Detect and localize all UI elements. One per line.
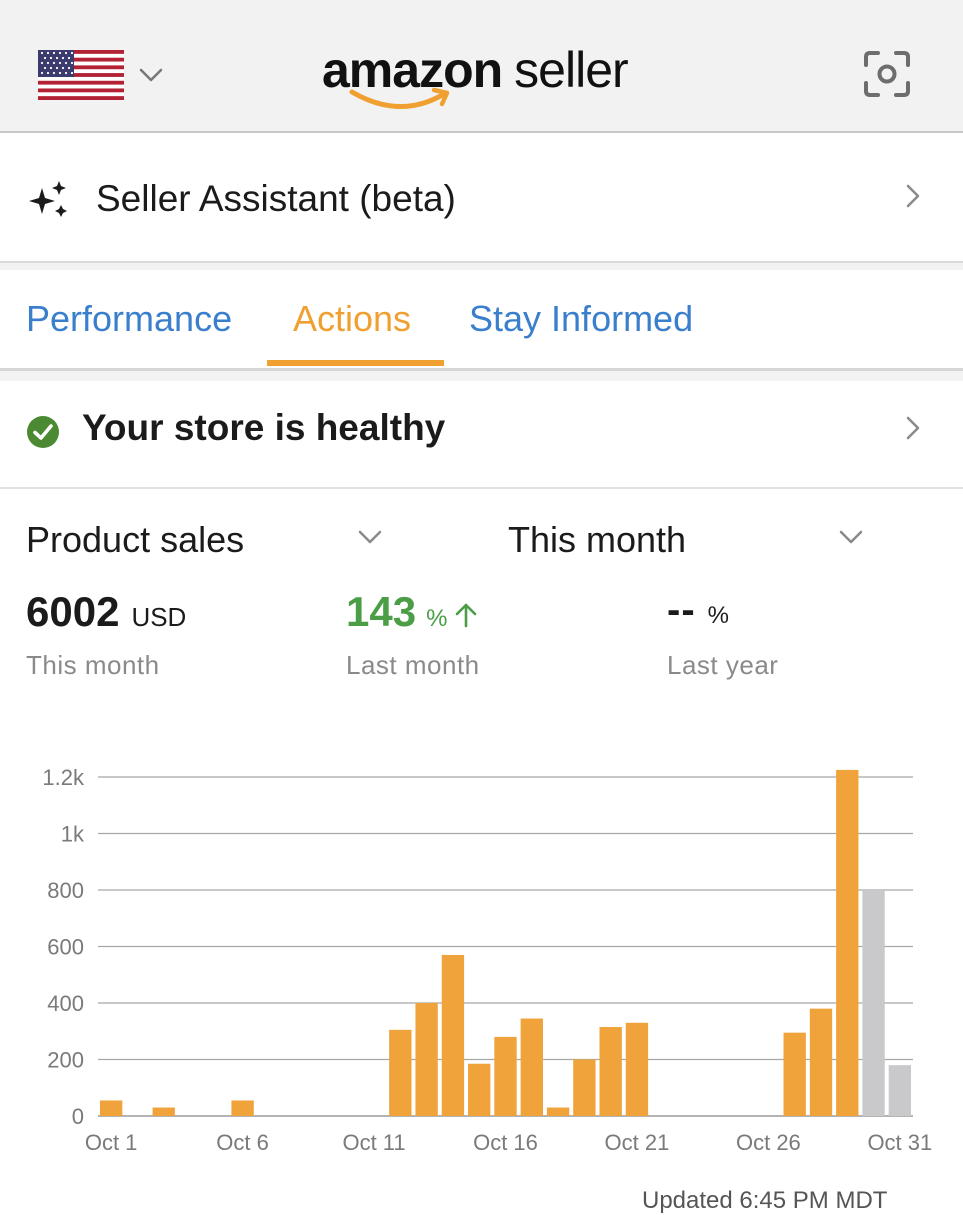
- bar[interactable]: [599, 1027, 622, 1116]
- x-tick-label: Oct 6: [216, 1130, 269, 1155]
- store-health-row[interactable]: [0, 381, 963, 489]
- metric-dropdown[interactable]: Product sales: [0, 505, 400, 575]
- y-tick-label: 600: [47, 935, 84, 960]
- stat-vs-last-month: 143 % Last month: [346, 588, 480, 681]
- metric-dropdown-value: Product sales: [26, 519, 245, 560]
- tab-stay-informed[interactable]: Stay Informed: [469, 298, 694, 339]
- x-tick-label: Oct 1: [85, 1130, 138, 1155]
- stat-label: Last month: [346, 650, 480, 680]
- camera-scan-icon[interactable]: [863, 50, 911, 98]
- stat-value: 143: [346, 588, 417, 635]
- bar-projected[interactable]: [888, 1065, 912, 1116]
- bar[interactable]: [809, 1008, 833, 1116]
- stat-unit: %: [707, 602, 729, 629]
- stat-value: --: [667, 588, 696, 632]
- bar[interactable]: [152, 1107, 175, 1116]
- y-tick-label: 800: [47, 878, 84, 903]
- seller-assistant-label: Seller Assistant (beta): [96, 178, 456, 219]
- seller-assistant-row[interactable]: [0, 133, 963, 263]
- x-tick-label: Oct 16: [473, 1130, 538, 1155]
- x-tick-label: Oct 21: [605, 1130, 670, 1155]
- stat-unit: USD: [131, 602, 187, 632]
- tab-actions[interactable]: Actions: [293, 298, 412, 339]
- store-health-label: Your store is healthy: [82, 407, 446, 448]
- period-dropdown-value: This month: [508, 519, 687, 560]
- country-selector[interactable]: [38, 50, 164, 100]
- bar[interactable]: [836, 769, 859, 1116]
- bar[interactable]: [468, 1063, 491, 1116]
- y-tick-label: 1k: [61, 822, 85, 847]
- x-tick-label: Oct 26: [736, 1130, 801, 1155]
- chevron-down-icon: [139, 68, 163, 82]
- tab-bar: Performance Actions Stay Informed: [0, 270, 963, 371]
- arrow-up-icon: [456, 603, 477, 628]
- section-divider: [0, 263, 963, 270]
- y-tick-label: 400: [47, 991, 84, 1016]
- chevron-right-icon: [906, 416, 920, 440]
- us-flag-icon: [38, 50, 124, 100]
- amazon-smile-icon: [349, 87, 450, 109]
- app-header: amazon seller: [0, 0, 963, 133]
- bar[interactable]: [546, 1107, 570, 1116]
- y-tick-label: 1.2k: [42, 765, 85, 790]
- bar[interactable]: [520, 1018, 543, 1116]
- period-dropdown[interactable]: This month: [480, 505, 880, 575]
- chevron-right-icon: [906, 184, 920, 208]
- stat-vs-last-year: -- % Last year: [667, 588, 778, 681]
- active-tab-indicator: [267, 360, 444, 366]
- chevron-down-icon: [839, 530, 863, 544]
- stat-value: 6002: [26, 588, 120, 635]
- bar[interactable]: [441, 954, 465, 1116]
- section-divider: [0, 371, 963, 381]
- stat-label: This month: [26, 650, 160, 680]
- bar[interactable]: [389, 1029, 412, 1116]
- logo-product-text: seller: [514, 42, 628, 98]
- x-tick-label: Oct 31: [867, 1130, 932, 1155]
- y-tick-label: 200: [47, 1048, 84, 1073]
- stat-unit: %: [426, 605, 448, 632]
- bar[interactable]: [783, 1032, 806, 1116]
- bar[interactable]: [494, 1036, 517, 1116]
- bar[interactable]: [625, 1022, 649, 1116]
- bar[interactable]: [231, 1100, 254, 1116]
- tab-performance[interactable]: Performance: [26, 298, 233, 339]
- stat-label: Last year: [667, 650, 779, 680]
- y-tick-label: 0: [72, 1104, 84, 1129]
- amazon-seller-logo: amazon seller: [322, 42, 642, 114]
- bar[interactable]: [573, 1059, 596, 1117]
- last-updated-text: Updated 6:45 PM MDT: [642, 1187, 888, 1214]
- logo-brand-text: amazon: [322, 42, 503, 98]
- sparkle-icon: [29, 181, 67, 217]
- bar[interactable]: [99, 1100, 123, 1116]
- check-circle-icon: [27, 416, 59, 448]
- bar[interactable]: [415, 1003, 438, 1116]
- chevron-down-icon: [358, 530, 382, 544]
- stat-this-month: 6002 USD This month: [26, 588, 186, 681]
- x-tick-label: Oct 11: [342, 1130, 405, 1155]
- bar-projected[interactable]: [862, 890, 885, 1116]
- product-sales-bar-chart: 0 200 400 600 800 1k 1.2k Oct 1 Oct 6 Oct 11 Oct 1…: [42, 765, 932, 1155]
